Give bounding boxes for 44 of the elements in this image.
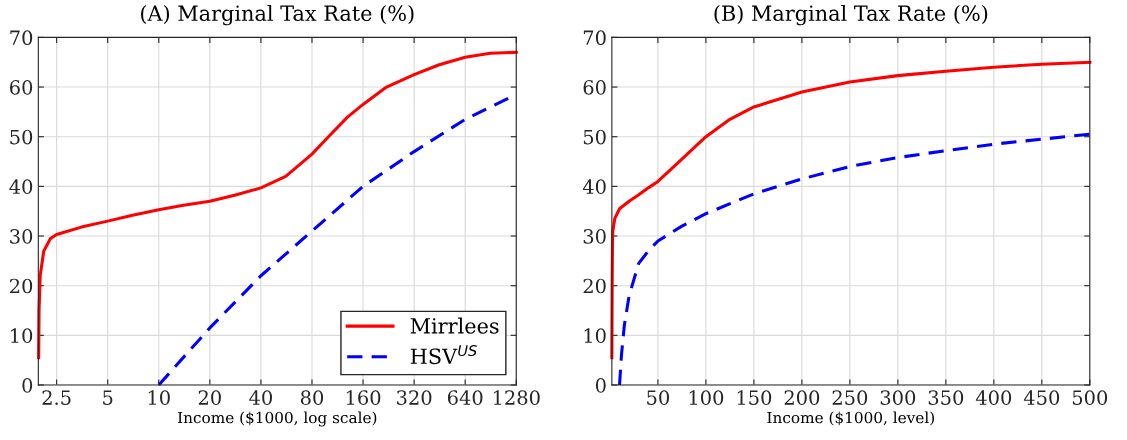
x-tick-label: 200 xyxy=(784,390,820,405)
y-tick-label: 30 xyxy=(583,228,606,244)
x-tick-label: 150 xyxy=(737,390,772,405)
y-tick-label: 10 xyxy=(11,328,33,344)
y-tick-label: 60 xyxy=(10,80,33,95)
x-tick-label: 5 xyxy=(103,390,113,405)
y-tick-label: 0 xyxy=(595,377,606,393)
x-tick-label: 500 xyxy=(1072,390,1108,405)
x-tick-label: 80 xyxy=(300,390,324,405)
legend-label: HSV$^{US}$ xyxy=(410,345,477,365)
x-tick-label: 250 xyxy=(832,390,868,405)
y-tick-label: 60 xyxy=(583,80,606,95)
x-tick-label: 320 xyxy=(397,390,432,405)
y-tick-label: 20 xyxy=(583,278,606,294)
x-tick-label: 20 xyxy=(198,390,221,405)
chart-title: (A) Marginal Tax Rate (%) xyxy=(141,4,414,26)
x-tick-label: 160 xyxy=(346,390,381,405)
line-series xyxy=(610,60,1092,360)
x-tick-label: 100 xyxy=(689,390,724,405)
y-tick-label: 70 xyxy=(10,30,33,46)
y-tick-label: 50 xyxy=(583,129,606,145)
x-tick-label: 300 xyxy=(880,390,916,405)
x-tick-label: 640 xyxy=(447,390,483,405)
y-tick-label: 40 xyxy=(582,179,606,195)
line-series xyxy=(618,132,1092,387)
x-tick-label: 350 xyxy=(928,390,964,405)
x-tick-label: 50 xyxy=(647,390,670,405)
y-tick-label: 0 xyxy=(22,377,33,393)
x-tick-label: 40 xyxy=(249,390,272,405)
x-axis-title: Income ($1000, log scale) xyxy=(177,411,377,427)
y-tick-label: 50 xyxy=(10,129,33,145)
y-tick-label: 70 xyxy=(583,30,606,46)
x-axis-title: Income ($1000, level) xyxy=(767,411,934,426)
x-tick-label: 400 xyxy=(975,390,1012,405)
y-tick-label: 40 xyxy=(9,179,33,195)
chart-title: (B) Marginal Tax Rate (%) xyxy=(714,4,988,26)
legend-label: Mirrlees xyxy=(410,317,499,334)
y-tick-label: 10 xyxy=(584,328,606,344)
y-tick-label: 20 xyxy=(10,278,33,294)
x-tick-label: 1280 xyxy=(493,390,540,405)
x-tick-label: 450 xyxy=(1023,390,1060,405)
x-tick-label: 2.5 xyxy=(42,390,71,405)
y-tick-label: 30 xyxy=(10,228,33,244)
x-tick-label: 10 xyxy=(148,390,170,405)
